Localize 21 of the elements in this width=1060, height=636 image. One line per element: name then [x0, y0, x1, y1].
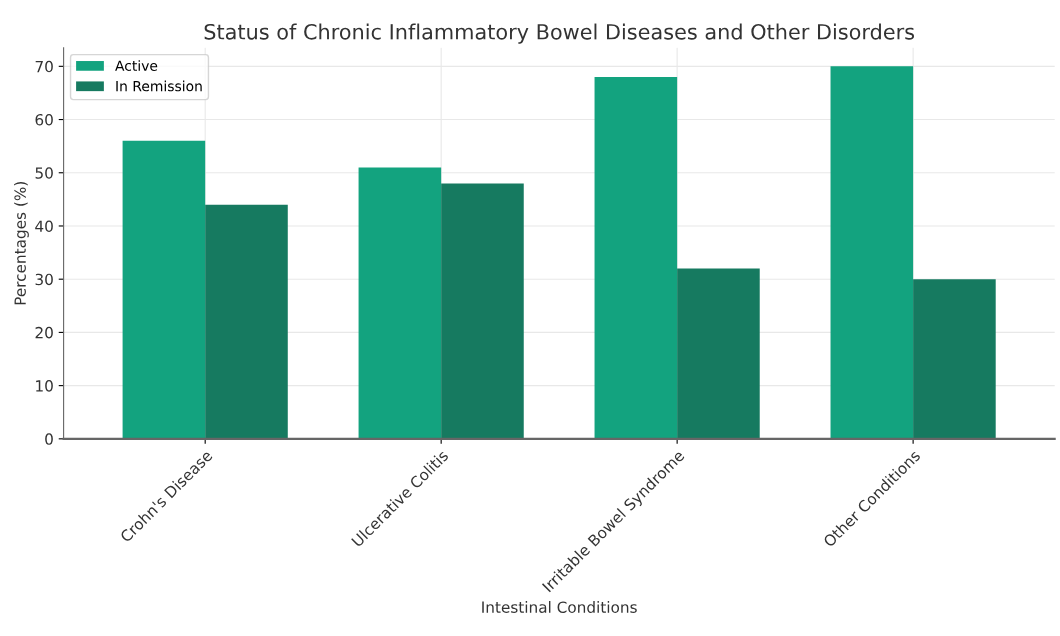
y-tick-label: 70 [35, 60, 53, 73]
y-tick-label: 10 [36, 380, 53, 392]
y-axis-title: Percentages (%) [14, 181, 29, 305]
bar [830, 66, 914, 439]
bar [913, 279, 996, 439]
y-tick-label: 0 [45, 433, 53, 445]
bar [358, 167, 442, 439]
x-axis-title: Intestinal Conditions [482, 601, 637, 613]
bar [441, 183, 524, 439]
y-tick-label: 60 [35, 114, 53, 126]
bar [594, 76, 678, 439]
y-tick-label: 30 [35, 273, 53, 286]
y-tick-label: 20 [35, 326, 53, 339]
y-tick-label: 40 [35, 220, 53, 232]
bar [205, 204, 288, 439]
chart-title: Status of Chronic Inflammatory Bowel Diseases and Other Disorders [204, 23, 915, 44]
legend-label: Active [115, 60, 158, 71]
bar [677, 268, 760, 439]
y-tick-label: 50 [35, 167, 53, 179]
bar [122, 140, 206, 439]
legend-label: In Remission [116, 80, 202, 92]
